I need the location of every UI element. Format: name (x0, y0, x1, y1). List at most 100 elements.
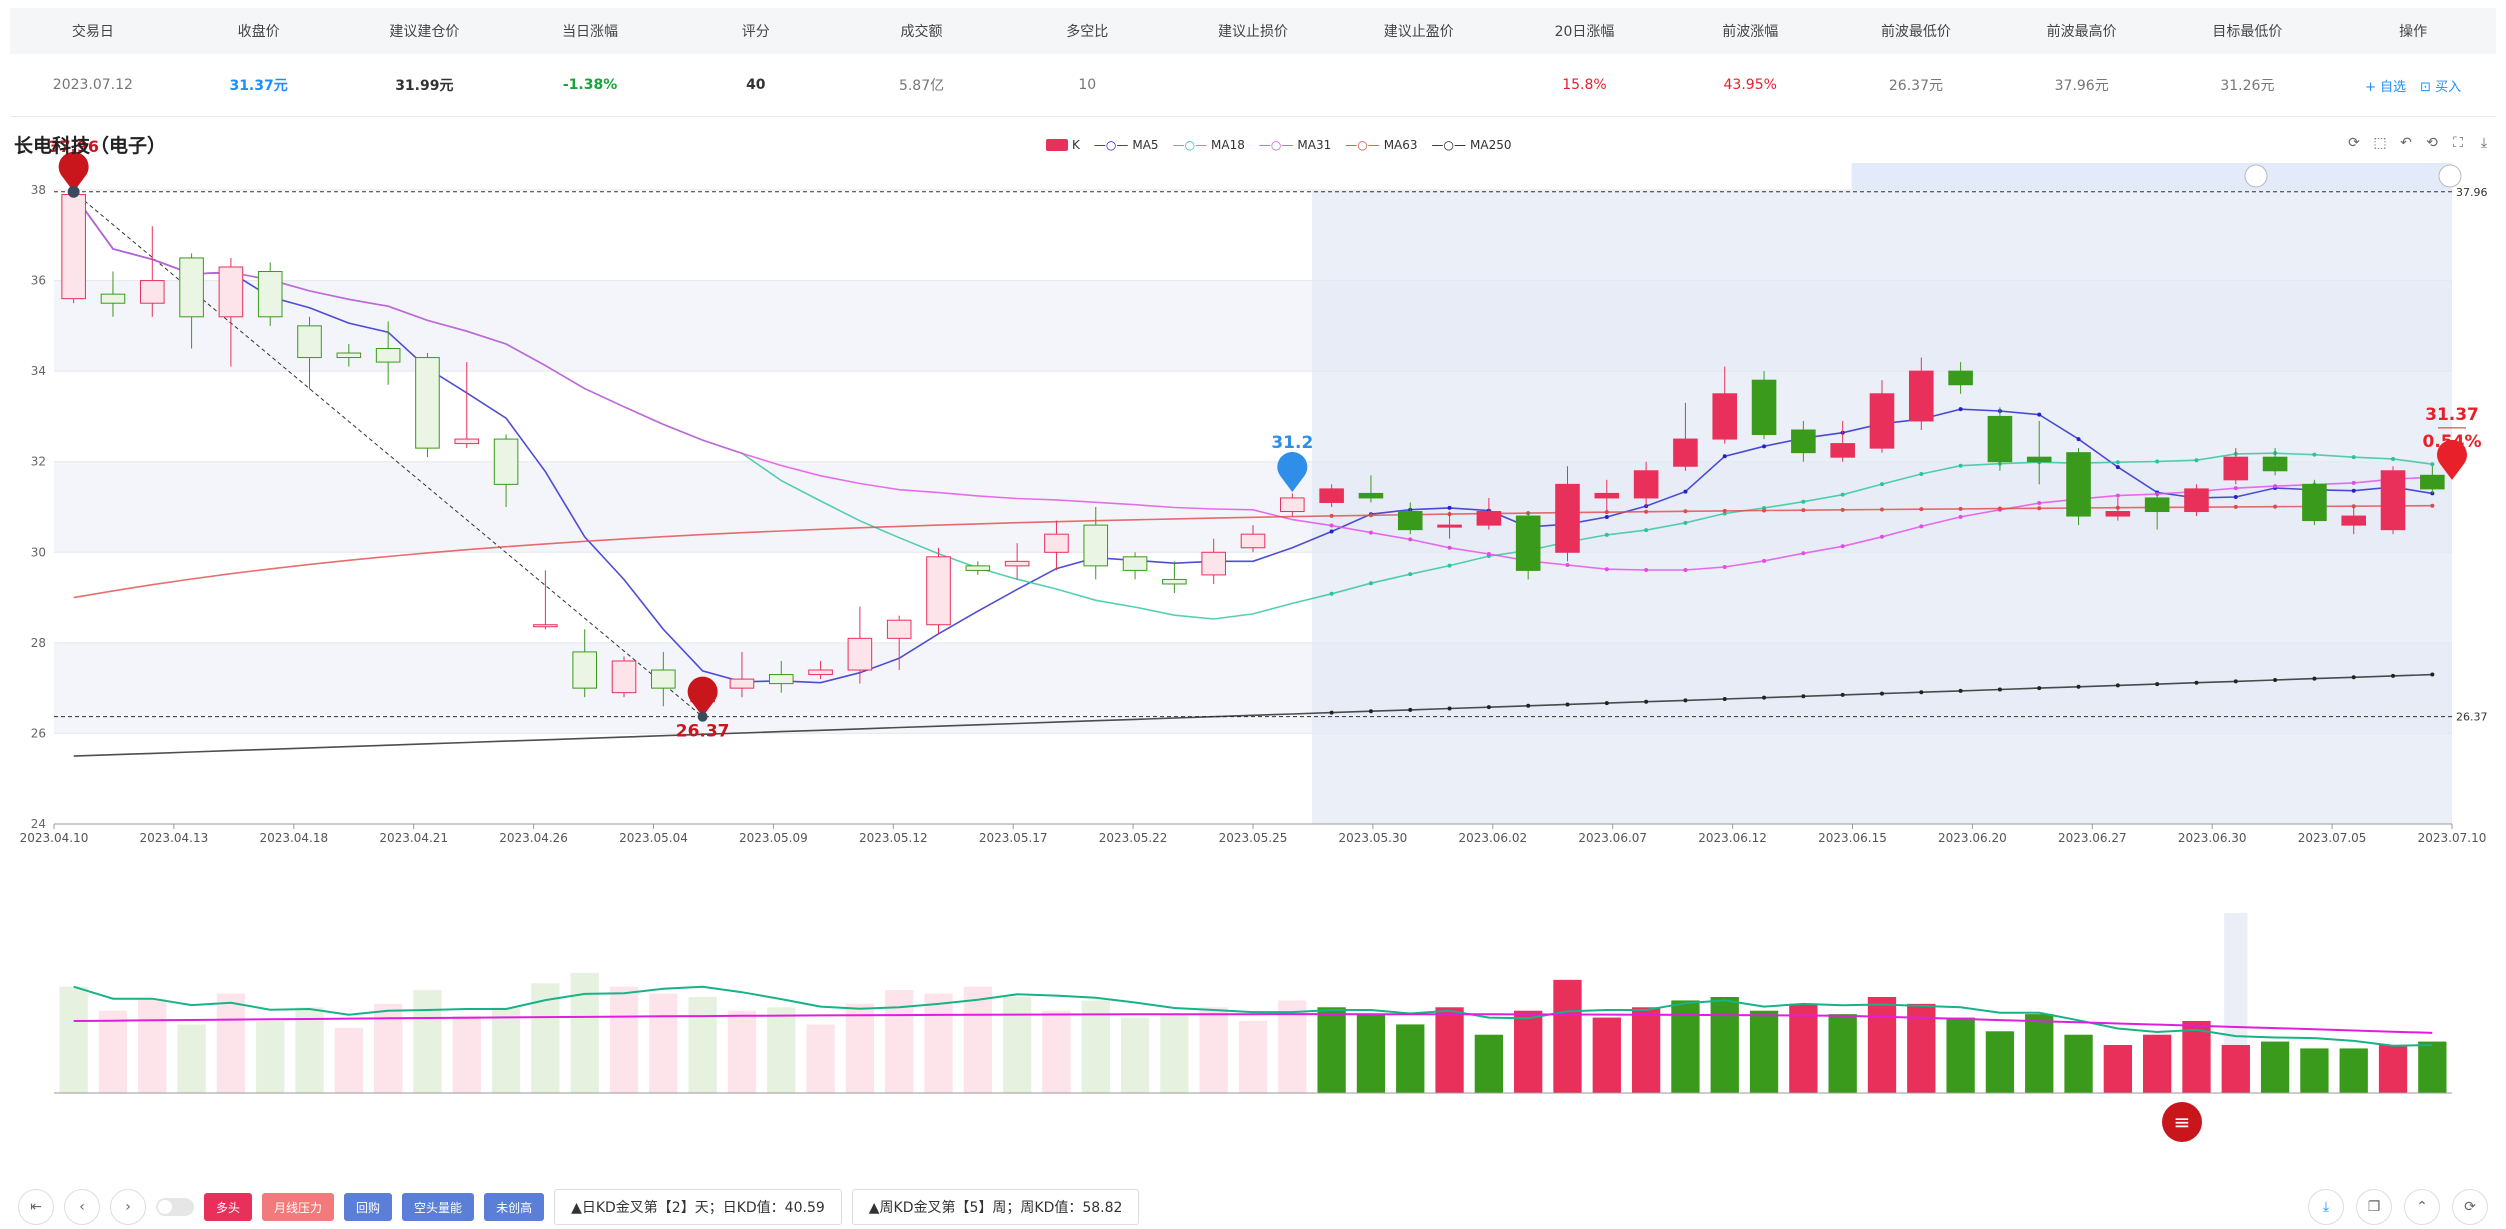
ma250-line-point (2194, 680, 2199, 685)
tag-monthly-pressure[interactable]: 月线压力 (262, 1193, 335, 1221)
prev-page-icon[interactable]: ‹ (64, 1189, 100, 1225)
table-header: 多空比 (1066, 24, 1109, 40)
download-icon[interactable]: ⤓ (2480, 135, 2488, 151)
legend-item-ma18[interactable]: —○— MA18 (1173, 138, 1245, 152)
ma31-line-point (1722, 565, 1727, 570)
candle (1909, 370, 1934, 422)
ma18-line-point (2115, 460, 2120, 465)
add-watchlist-link[interactable]: + 自选 (2365, 79, 2407, 95)
volume-bar (334, 1027, 363, 1093)
legend-label: MA18 (1211, 138, 1245, 152)
chart-legend: K —○— MA5 —○— MA18 —○— MA31 —○— MA63 —○— MA25… (1046, 138, 1512, 152)
legend-label: MA5 (1132, 138, 1159, 152)
download-icon[interactable]: ⤓ (2308, 1189, 2344, 1225)
volume-bar (649, 993, 678, 1093)
ma63-line-point (1368, 513, 1373, 518)
high-annotation: 37.96 (48, 137, 99, 156)
y-tick-label: 38 (31, 183, 46, 197)
ma250-line-point (2391, 673, 2396, 678)
trade-date-cell: 2023.07.12 (52, 77, 133, 93)
ma63-line-point (1329, 513, 1334, 518)
tag-bear-volume[interactable]: 空头量能 (402, 1193, 475, 1221)
candle (1987, 415, 2013, 463)
ma63-line-point (1958, 506, 1963, 511)
ma31-line-point (1565, 562, 1570, 567)
table-header: 建议建仓价 (389, 24, 460, 40)
ma63-line-point (1919, 507, 1924, 512)
prev-low-cell: 26.37元 (1888, 78, 1943, 94)
tag-buyback[interactable]: 回购 (344, 1193, 393, 1221)
legend-swatch (1046, 139, 1068, 151)
close-price-cell: 31.37元 (229, 78, 288, 94)
next-page-icon[interactable]: › (110, 1189, 146, 1225)
restore-icon[interactable]: ⟲ (2426, 135, 2438, 151)
legend-label: MA250 (1470, 138, 1512, 152)
legend-item-ma250[interactable]: —○— MA250 (1432, 138, 1512, 152)
x-tick-label: 2023.04.21 (379, 831, 448, 845)
buy-link[interactable]: ⊡ 买入 (2420, 76, 2461, 95)
volume-bar (1514, 1010, 1543, 1093)
y-tick-label: 24 (31, 817, 46, 831)
scroll-top-icon[interactable]: ⌃ (2404, 1189, 2440, 1225)
zoom-select-icon[interactable]: ⬚ (2373, 135, 2387, 151)
volume-bar (177, 1024, 206, 1093)
ma18-line-point (1368, 581, 1373, 586)
ma31-line-point (1644, 567, 1649, 572)
candle (847, 637, 873, 671)
candle (1515, 515, 1541, 571)
candle (2223, 456, 2249, 481)
candle (1437, 524, 1462, 528)
table-header: 前波最低价 (1880, 24, 1951, 40)
x-tick-label: 2023.05.04 (619, 831, 688, 845)
volume-bar (1474, 1034, 1504, 1093)
candle (1673, 438, 1698, 467)
candle (493, 438, 519, 485)
first-page-icon[interactable]: ⇤ (18, 1189, 54, 1225)
candle (1004, 560, 1030, 567)
volume-bar (1631, 1007, 1661, 1093)
candle (1948, 370, 1973, 386)
candle (1280, 497, 1305, 513)
x-tick-label: 2023.06.20 (1938, 831, 2007, 845)
bottom-right-tools: ⤓ ❐ ⌃ ⟳ (2308, 1189, 2488, 1225)
candle (2105, 511, 2131, 517)
tag-bull[interactable]: 多头 (204, 1193, 253, 1221)
ma250-line-point (1683, 698, 1688, 703)
legend-item-ma31[interactable]: —○— MA31 (1259, 138, 1331, 152)
ma31-line-point (1801, 551, 1806, 556)
ma5-line-point (1447, 505, 1452, 510)
table-header: 目标最低价 (2212, 24, 2283, 40)
ma18-line-point (1408, 572, 1413, 577)
tag-no-new-high[interactable]: 未创高 (484, 1193, 545, 1221)
copy-icon[interactable]: ❐ (2356, 1189, 2392, 1225)
volume-bar (452, 1015, 481, 1093)
table-header: 前波最高价 (2046, 24, 2117, 40)
fullscreen-icon[interactable]: ⛶ (2453, 135, 2463, 151)
ma31-line-point (1447, 545, 1452, 550)
zoom-back-icon[interactable]: ↶ (2400, 135, 2412, 151)
high-point (67, 185, 80, 198)
ma31-line-point (1958, 514, 1963, 519)
menu-icon[interactable]: ≡ (2162, 1102, 2202, 1142)
volume-bar (2260, 1041, 2290, 1093)
ma250-line-point (1368, 709, 1373, 714)
table-header: 交易日 (71, 24, 114, 40)
low-value-label: 26.37 (2456, 711, 2488, 724)
ma5-line-point (1722, 454, 1727, 459)
legend-swatch: —○— (1431, 138, 1467, 152)
candle (1633, 470, 1659, 499)
candle (1751, 379, 1777, 436)
ma250-line-point (1879, 691, 1884, 696)
mark-annotation: 31.2 (1271, 433, 1313, 453)
refresh-icon[interactable]: ⟳ (2452, 1189, 2488, 1225)
legend-item-ma5[interactable]: —○— MA5 (1094, 138, 1159, 152)
ma31-line-point (1368, 530, 1373, 535)
legend-item-ma63[interactable]: —○— MA63 (1345, 138, 1417, 152)
volume-bar (1710, 997, 1739, 1093)
legend-item-k[interactable]: K (1046, 138, 1080, 152)
display-toggle[interactable] (156, 1198, 194, 1216)
refresh-icon[interactable]: ⟳ (2348, 135, 2360, 151)
ma63-line-point (1604, 510, 1609, 515)
ma5-line-point (2076, 437, 2081, 442)
